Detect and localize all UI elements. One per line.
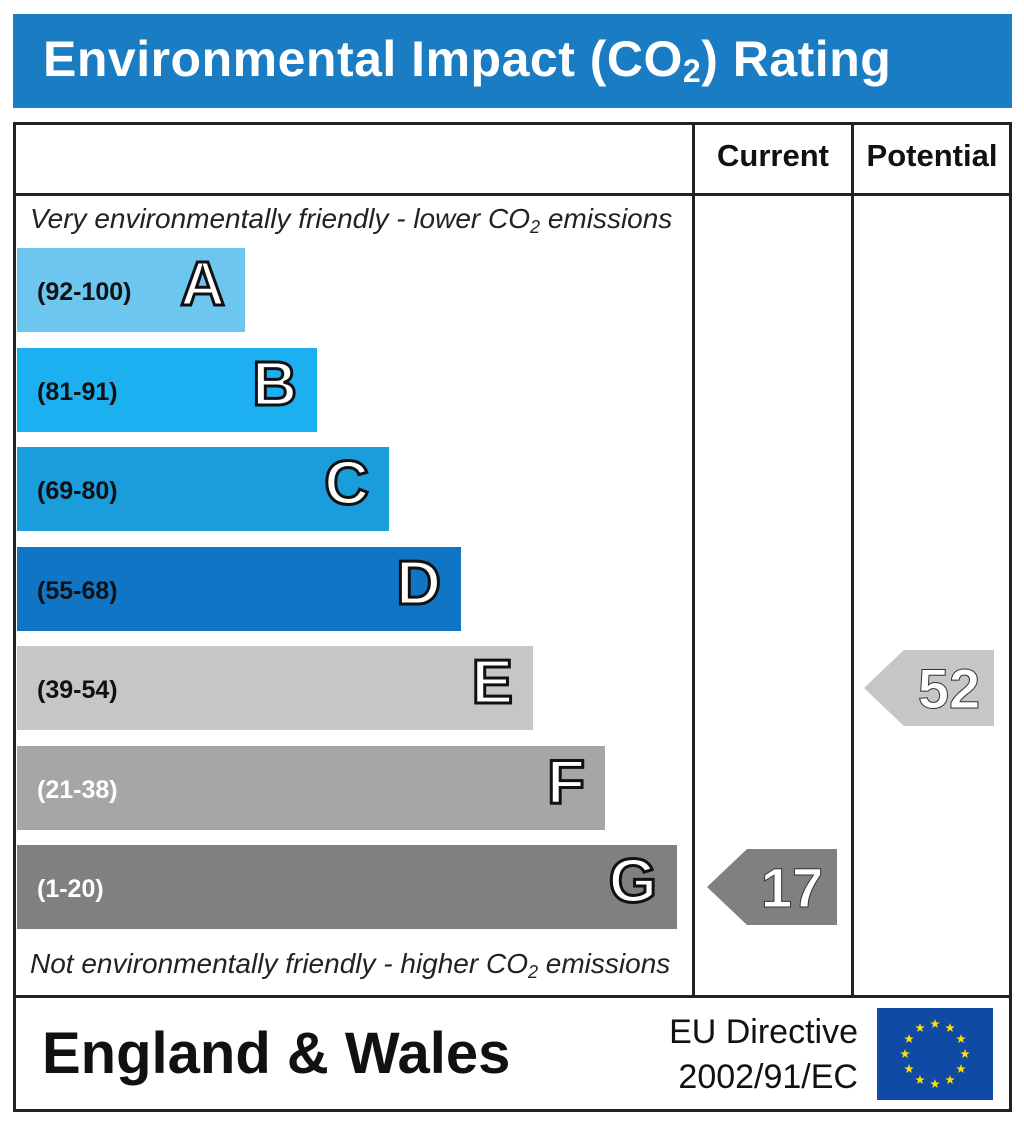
band-range-d: (55-68) [37,576,118,605]
bottom-caption: Not environmentally friendly - higher CO… [30,948,671,982]
band-d: (55-68) D [17,546,461,631]
band-range-e: (39-54) [37,676,118,704]
eu-star-icon [945,1023,955,1033]
band-c: (69-80) C [17,447,389,531]
band-letter-f: F [546,747,587,817]
directive-line-2: 2002/91/EC [678,1058,858,1096]
band-range-f: (21-38) [37,775,118,804]
band-range-c: (69-80) [37,477,118,505]
band-letter-c: C [323,449,371,518]
directive-line-1: EU Directive [669,1013,858,1051]
eu-star-icon [960,1049,970,1059]
band-range-b: (81-91) [37,377,118,406]
band-e: (39-54) E [17,646,533,730]
eu-star-icon [956,1064,966,1074]
eu-flag-icon [877,1008,993,1100]
band-letter-d: D [395,548,443,618]
band-letter-b: B [251,349,299,419]
eu-star-icon [956,1034,966,1044]
eu-star-icon [945,1074,955,1085]
column-header-current: Current [717,138,829,173]
band-range-g: (1-20) [37,875,104,903]
top-caption: Very environmentally friendly - lower CO… [30,203,673,237]
band-g: (1-20) G [17,845,677,929]
divider-potential [851,124,854,998]
band-range-a: (92-100) [37,278,132,306]
eu-star-icon [900,1049,910,1059]
band-a: (92-100) A [17,248,245,332]
band-letter-e: E [470,648,514,717]
header-rule [14,193,1011,196]
footer-rule [14,995,1011,998]
band-b: (81-91) B [17,347,317,432]
band-letter-g: G [607,847,658,916]
footer-country: England & Wales [42,1021,511,1086]
footer-directive: EU Directive 2002/91/EC [669,1010,858,1100]
divider-current [692,124,695,998]
band-letter-a: A [179,250,227,319]
band-f: (21-38) F [17,745,605,830]
eu-star-icon [915,1074,925,1085]
eu-star-icon [930,1079,940,1089]
title-bar: Environmental Impact (CO2) Rating [13,14,1012,108]
eu-star-icon [915,1023,925,1033]
chart-title: Environmental Impact (CO2) Rating [43,31,892,89]
eu-star-icon [904,1034,914,1044]
eu-star-icon [904,1064,914,1074]
eu-star-icon [930,1019,940,1029]
rating-table-frame [13,122,1012,1112]
column-header-potential: Potential [866,138,998,173]
